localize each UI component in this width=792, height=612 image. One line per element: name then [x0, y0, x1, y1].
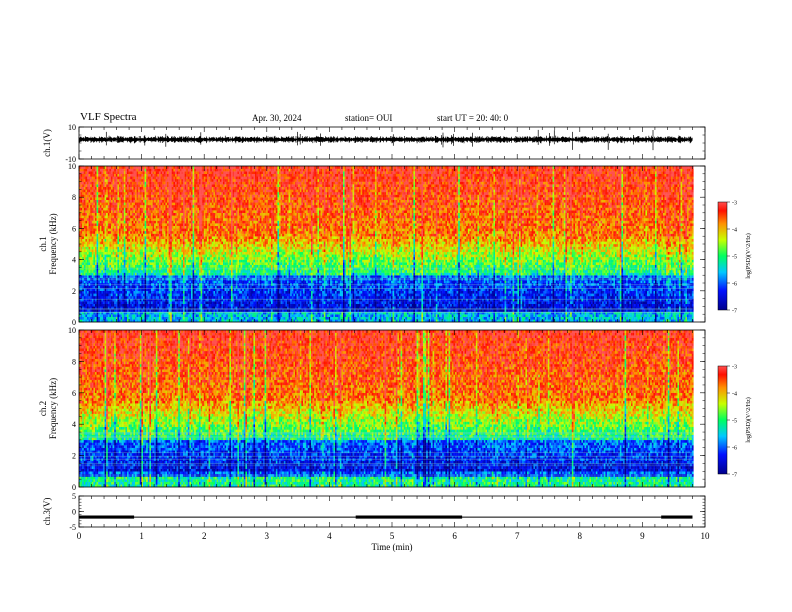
colorbar-label: log(PSD)(V^2/Hz): [745, 233, 752, 278]
colorbar-tick-label: -6: [732, 282, 737, 288]
spectrogram-cells: [79, 166, 694, 322]
y-tick-label: 2: [72, 287, 76, 296]
colorbar-tick-label: -6: [732, 446, 737, 452]
x-tick-label: 10: [701, 531, 711, 541]
y-tick-label: 4: [72, 256, 76, 265]
colorbar: [718, 366, 727, 474]
x-tick-label: 3: [265, 531, 270, 541]
colorbar-tick-label: -5: [732, 255, 737, 261]
colorbar-label: log(PSD)(V^2/Hz): [745, 397, 752, 442]
x-tick-label: 9: [640, 531, 645, 541]
colorbar-tick-label: -5: [732, 419, 737, 425]
y-tick-label: 10: [68, 162, 76, 171]
y-tick-label: 6: [72, 389, 76, 398]
x-tick-label: 5: [390, 531, 395, 541]
y-tick-label: 10: [68, 123, 76, 132]
y-tick-label: -5: [69, 523, 76, 532]
x-axis-label: Time (min): [372, 542, 413, 552]
colorbar-tick-label: -7: [732, 473, 737, 479]
colorbar-tick-label: -4: [732, 392, 737, 398]
colorbar-tick-label: -7: [732, 309, 737, 315]
y-tick-label: 0: [72, 483, 76, 492]
ch1-ylabel: ch.1(V): [42, 129, 52, 157]
ch1-waveform-trace: [79, 130, 692, 150]
y-tick-label: 10: [68, 326, 76, 335]
y-tick-label: 6: [72, 224, 76, 233]
colorbar-tick-label: -3: [732, 201, 737, 207]
x-tick-label: 7: [515, 531, 520, 541]
x-tick-label: 0: [77, 531, 82, 541]
y-tick-label: 0: [72, 508, 76, 517]
y-tick-label: 8: [72, 193, 76, 202]
colorbar-tick-label: -3: [732, 365, 737, 371]
spectrogram-ylabel: ch.1Frequency (kHz): [38, 213, 58, 274]
x-tick-label: 2: [202, 531, 207, 541]
ch3-ylabel: ch.3(V): [42, 498, 52, 526]
x-tick-label: 4: [327, 531, 332, 541]
colorbar-tick-label: -4: [732, 228, 737, 234]
spectrogram-ylabel: ch.2Frequency (kHz): [38, 378, 58, 439]
y-tick-label: 2: [72, 452, 76, 461]
colorbar: [718, 202, 727, 310]
y-tick-label: 4: [72, 420, 76, 429]
y-tick-label: 8: [72, 357, 76, 366]
x-tick-label: 8: [578, 531, 583, 541]
x-tick-label: 1: [139, 531, 144, 541]
x-tick-label: 6: [452, 531, 457, 541]
y-tick-label: 5: [72, 492, 76, 501]
